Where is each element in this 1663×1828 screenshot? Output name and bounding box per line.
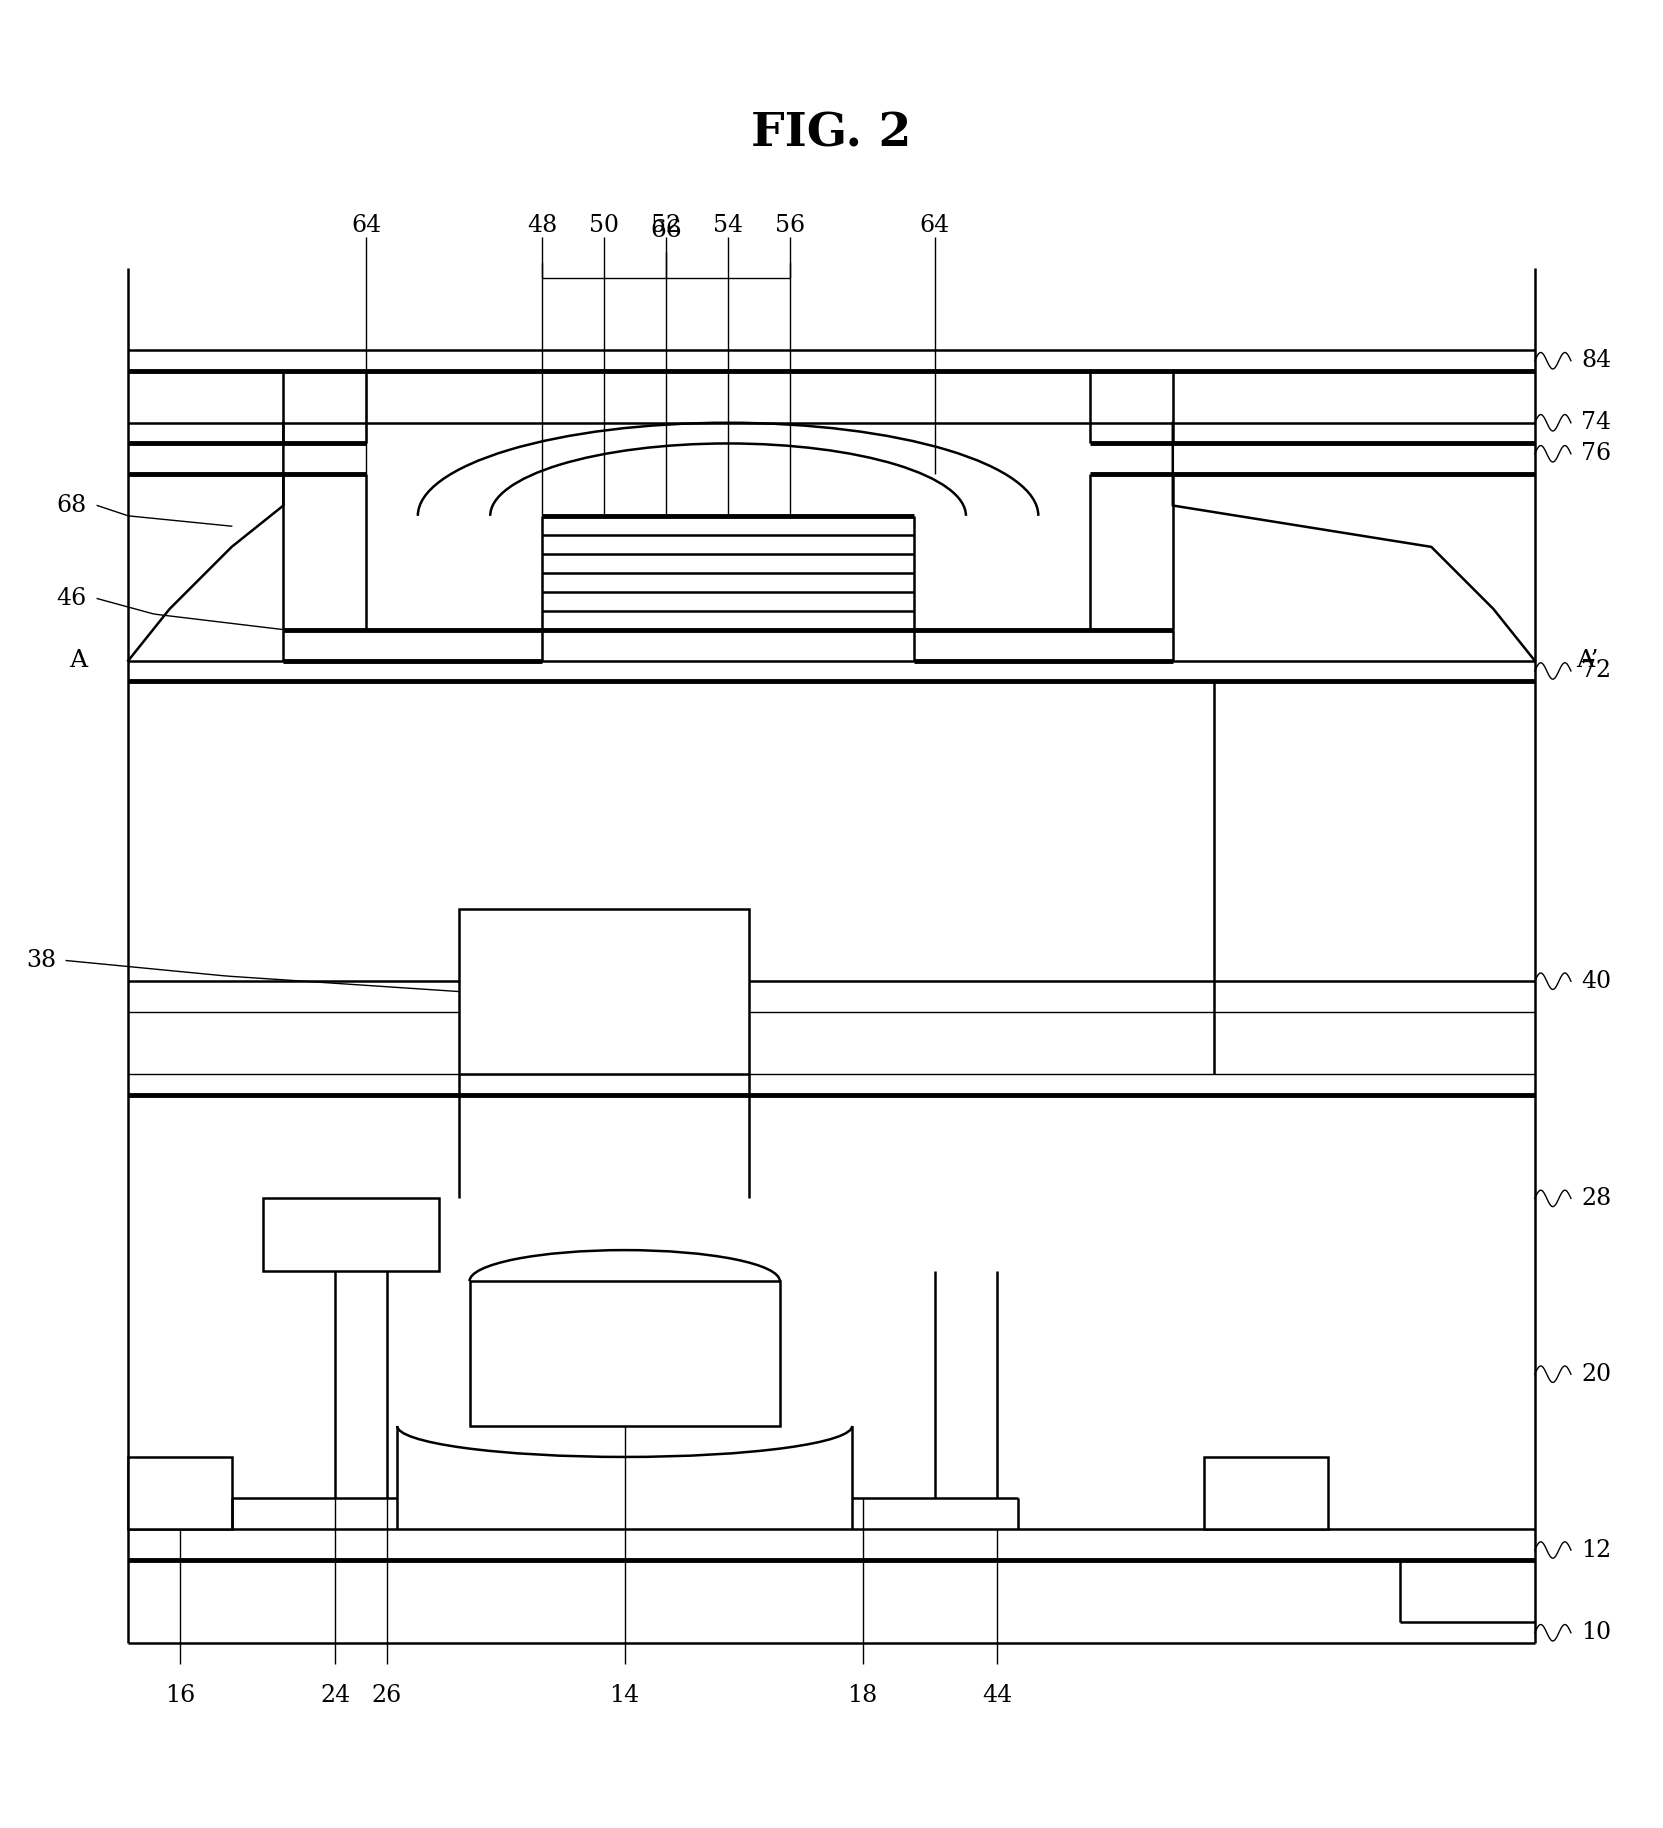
Text: 38: 38 xyxy=(25,949,57,972)
Text: 16: 16 xyxy=(165,1684,195,1707)
Text: 24: 24 xyxy=(319,1684,351,1707)
Bar xyxy=(1204,1457,1327,1530)
Text: 74: 74 xyxy=(1582,411,1611,435)
Text: 52: 52 xyxy=(650,214,682,236)
Text: 66: 66 xyxy=(650,219,682,241)
Text: 20: 20 xyxy=(1582,1362,1611,1386)
Text: 44: 44 xyxy=(981,1684,1013,1707)
Text: 72: 72 xyxy=(1582,660,1611,682)
Text: 50: 50 xyxy=(589,214,619,236)
Bar xyxy=(128,1457,231,1530)
Text: 56: 56 xyxy=(775,214,805,236)
Bar xyxy=(263,1199,439,1270)
Bar xyxy=(469,1281,780,1426)
Text: 48: 48 xyxy=(527,214,557,236)
Bar xyxy=(459,909,748,1075)
Text: A: A xyxy=(68,649,86,673)
Text: 26: 26 xyxy=(373,1684,402,1707)
Text: 54: 54 xyxy=(713,214,743,236)
Text: 28: 28 xyxy=(1582,1186,1611,1210)
Text: 76: 76 xyxy=(1582,442,1611,466)
Text: 64: 64 xyxy=(920,214,950,236)
Text: A’: A’ xyxy=(1577,649,1598,673)
Text: 40: 40 xyxy=(1582,969,1611,993)
Text: 18: 18 xyxy=(848,1684,878,1707)
Text: 46: 46 xyxy=(57,587,86,611)
Text: 84: 84 xyxy=(1582,349,1611,373)
Text: 64: 64 xyxy=(351,214,381,236)
Text: 14: 14 xyxy=(610,1684,640,1707)
Text: 12: 12 xyxy=(1582,1539,1611,1561)
Text: 68: 68 xyxy=(57,494,86,517)
Text: FIG. 2: FIG. 2 xyxy=(752,110,911,155)
Text: 10: 10 xyxy=(1582,1621,1611,1643)
